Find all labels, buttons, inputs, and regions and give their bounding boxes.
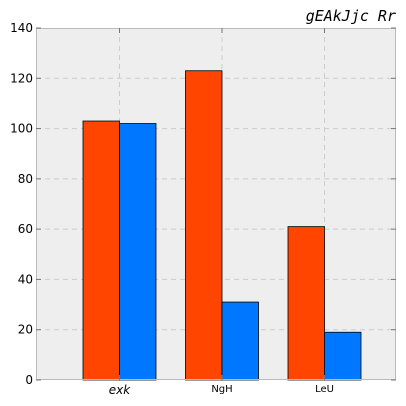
y-tick-label: 140 [10, 21, 33, 35]
bar-exk-series-2 [119, 123, 157, 381]
y-tick-labels: 0 20 40 60 80 100 120 140 [10, 21, 33, 387]
bars [82, 70, 362, 381]
axis-ticks [36, 27, 396, 381]
plot-frame [36, 28, 396, 380]
x-tick-label-LeU: LeU [315, 384, 334, 395]
x-tick-labels: exk NgH LeU [109, 383, 334, 397]
chart-title: gEAkJjc Rr [306, 7, 396, 25]
y-tick-label: 20 [18, 323, 33, 337]
y-tick-label: 40 [18, 272, 33, 286]
y-tick-label: 80 [18, 172, 33, 186]
y-tick-label: 0 [25, 373, 33, 387]
y-tick-label: 60 [18, 222, 33, 236]
bar-NgH-series-1 [185, 70, 223, 381]
bar-LeU-series-1 [287, 226, 325, 381]
y-tick-label: 100 [10, 122, 33, 136]
x-tick-label-exk: exk [109, 383, 131, 397]
bar-LeU-series-2 [324, 331, 362, 381]
bar-NgH-series-2 [221, 301, 259, 381]
y-tick-label: 120 [10, 71, 33, 85]
bar-exk-series-1 [82, 120, 120, 381]
x-tick-label-NgH: NgH [211, 384, 232, 395]
